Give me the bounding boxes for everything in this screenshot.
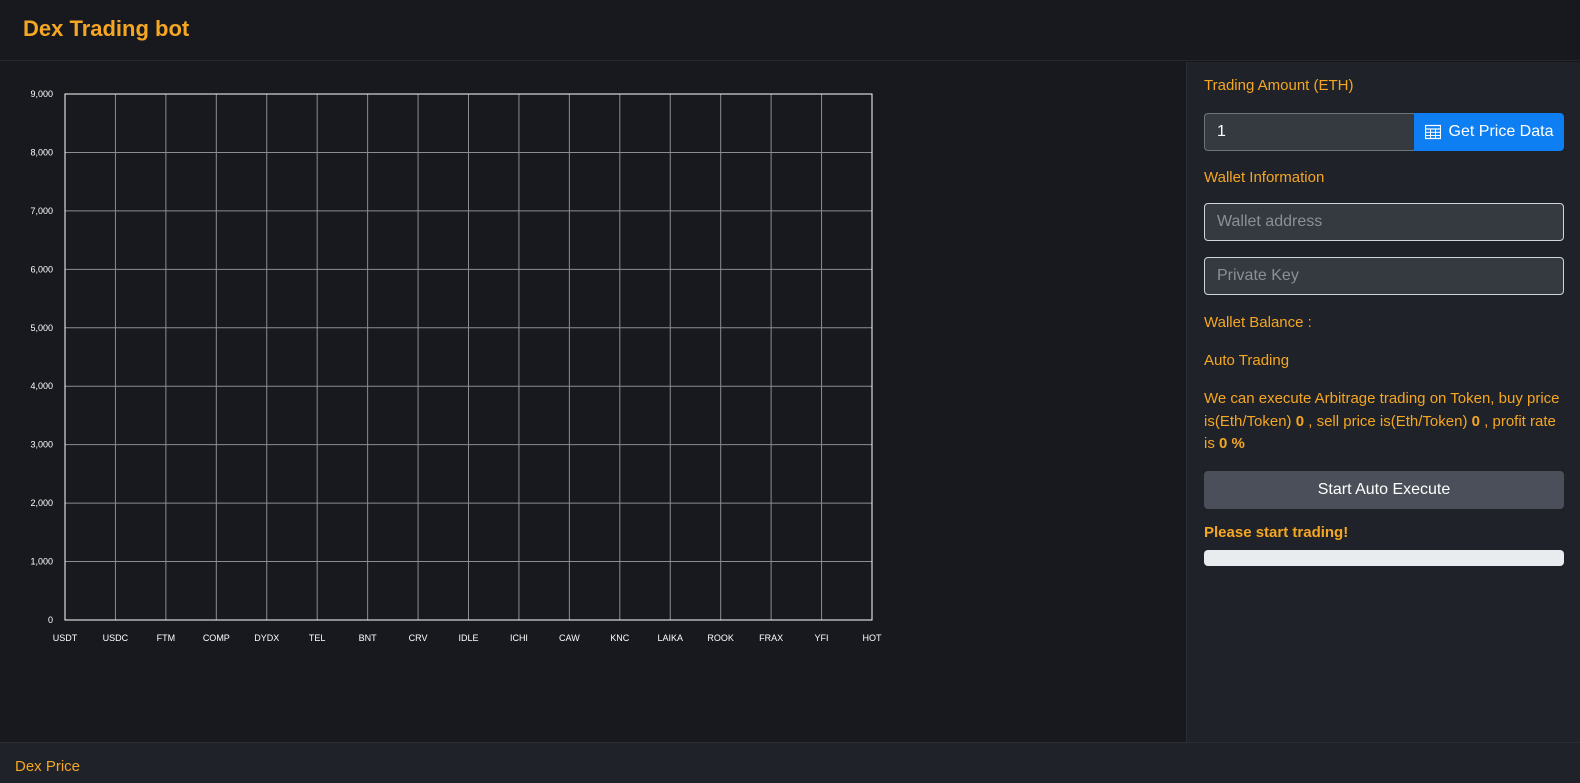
wallet-balance-label: Wallet Balance : (1204, 314, 1312, 331)
x-tick-label: LAIKA (657, 633, 683, 643)
wallet-info-label: Wallet Information (1204, 169, 1325, 186)
progress-bar (1204, 550, 1564, 566)
x-tick-label: TEL (309, 633, 326, 643)
get-price-data-button[interactable]: Get Price Data (1414, 113, 1564, 151)
y-tick-label: 5,000 (30, 323, 53, 333)
arb-suffix: , profit rate is (1204, 412, 1556, 453)
x-tick-label: CRV (409, 633, 428, 643)
x-tick-label: USDT (53, 633, 78, 643)
x-tick-label: USDC (103, 633, 129, 643)
x-tick-label: FRAX (759, 633, 783, 643)
table-icon (1424, 124, 1441, 140)
profit-rate-value: 0 % (1219, 435, 1245, 452)
y-tick-label: 4,000 (30, 381, 53, 391)
y-tick-label: 1,000 (30, 557, 53, 567)
x-tick-label: DYDX (254, 633, 279, 643)
side-panel: Trading Amount (ETH) Get Price Data Wall… (1186, 62, 1580, 742)
y-tick-label: 9,000 (30, 89, 53, 99)
arb-mid: , sell price is(Eth/Token) (1308, 412, 1468, 430)
top-bar: Dex Trading bot (0, 0, 1580, 61)
dex-price-label: Dex Price (15, 758, 81, 775)
plot-border (64, 93, 873, 621)
y-tick-label: 6,000 (30, 264, 53, 274)
x-tick-label: BNT (359, 633, 378, 643)
get-price-data-label: Get Price Data (1448, 123, 1554, 140)
x-tick-label: CAW (559, 633, 580, 643)
wallet-address-input[interactable] (1204, 203, 1564, 241)
app-title: Dex Trading bot (23, 16, 190, 41)
buy-price-value: 0 (1295, 412, 1305, 430)
x-tick-label: KNC (610, 633, 630, 643)
x-tick-label: IDLE (458, 633, 478, 643)
y-tick-label: 0 (48, 615, 53, 625)
x-tick-label: ICHI (510, 633, 528, 643)
y-tick-label: 2,000 (30, 498, 53, 508)
y-tick-label: 8,000 (30, 147, 53, 157)
start-auto-execute-button[interactable]: Start Auto Execute (1204, 471, 1564, 509)
x-tick-label: HOT (863, 633, 883, 643)
footer: Dex Price (0, 742, 1580, 783)
private-key-input[interactable] (1204, 257, 1564, 295)
x-tick-label: ROOK (707, 633, 734, 643)
y-tick-label: 3,000 (30, 440, 53, 450)
trading-amount-label: Trading Amount (ETH) (1204, 77, 1354, 94)
trading-amount-input[interactable] (1204, 113, 1415, 151)
auto-trading-label: Auto Trading (1204, 352, 1290, 369)
x-tick-label: YFI (815, 633, 829, 643)
y-tick-label: 7,000 (30, 206, 53, 216)
x-tick-label: FTM (157, 633, 176, 643)
chart-canvas: 0 1,000 2,000 3,000 4,000 5,000 6,000 7,000 8,00… (30, 89, 883, 643)
sell-price-value: 0 (1471, 412, 1480, 430)
x-tick-label: COMP (203, 633, 230, 643)
status-message: Please start trading! (1204, 524, 1349, 541)
arbitrage-info: We can execute Arbitrage trading on Toke… (1204, 388, 1569, 456)
arb-prefix: We can execute Arbitrage trading on Toke… (1204, 390, 1560, 430)
price-chart: 0 1,000 2,000 3,000 4,000 5,000 6,000 7,000 8,00… (0, 62, 1186, 742)
